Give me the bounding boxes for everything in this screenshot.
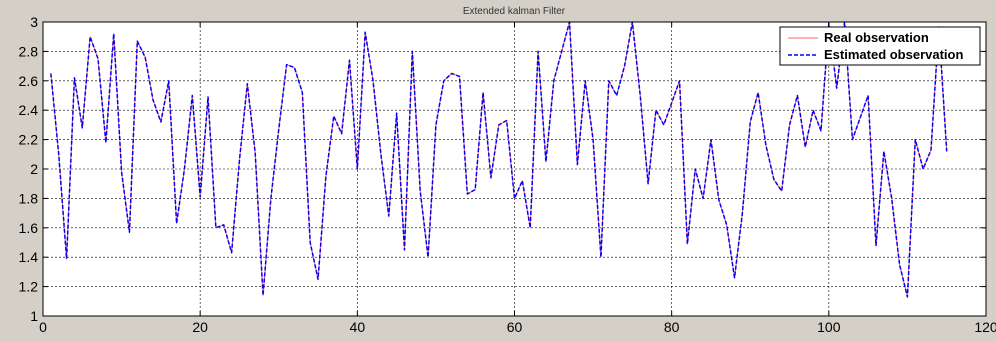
y-tick-label: 1.8 [19,190,39,206]
y-tick-label: 1.4 [19,249,39,265]
y-tick-label: 2.2 [19,132,39,148]
y-tick-label: 1.6 [19,220,39,236]
y-tick-label: 2.4 [19,102,39,118]
series-layer [50,21,948,298]
y-tick-label: 1 [30,308,38,324]
chart-title: Extended kalman Filter [463,6,566,17]
y-tick-label: 3 [30,14,38,30]
grid-lines [43,22,986,316]
y-tick-label: 2.8 [19,43,39,59]
x-tick-label: 40 [350,319,366,335]
x-tick-label: 100 [817,319,841,335]
legend-box [779,26,981,66]
x-tick-label: 0 [39,319,47,335]
x-tick-label: 80 [664,319,680,335]
x-tick-label: 120 [974,319,996,335]
y-tick-label: 2 [30,161,38,177]
x-tick-label: 60 [507,319,523,335]
axis-ticks: 0 20 40 60 80 100 120 1 1.2 1.4 1.6 1.8 2 2.2 2.4 2.6 2.… [19,14,996,335]
legend-label-estimated-observation: Estimated observation [824,47,963,62]
y-tick-label: 1.2 [19,279,39,295]
legend: Real observation Estimated observation [779,26,981,66]
legend-label-real-observation: Real observation [824,30,929,45]
series-line-estimated-observation [50,21,948,298]
y-tick-label: 2.6 [19,73,39,89]
x-tick-label: 20 [192,319,208,335]
